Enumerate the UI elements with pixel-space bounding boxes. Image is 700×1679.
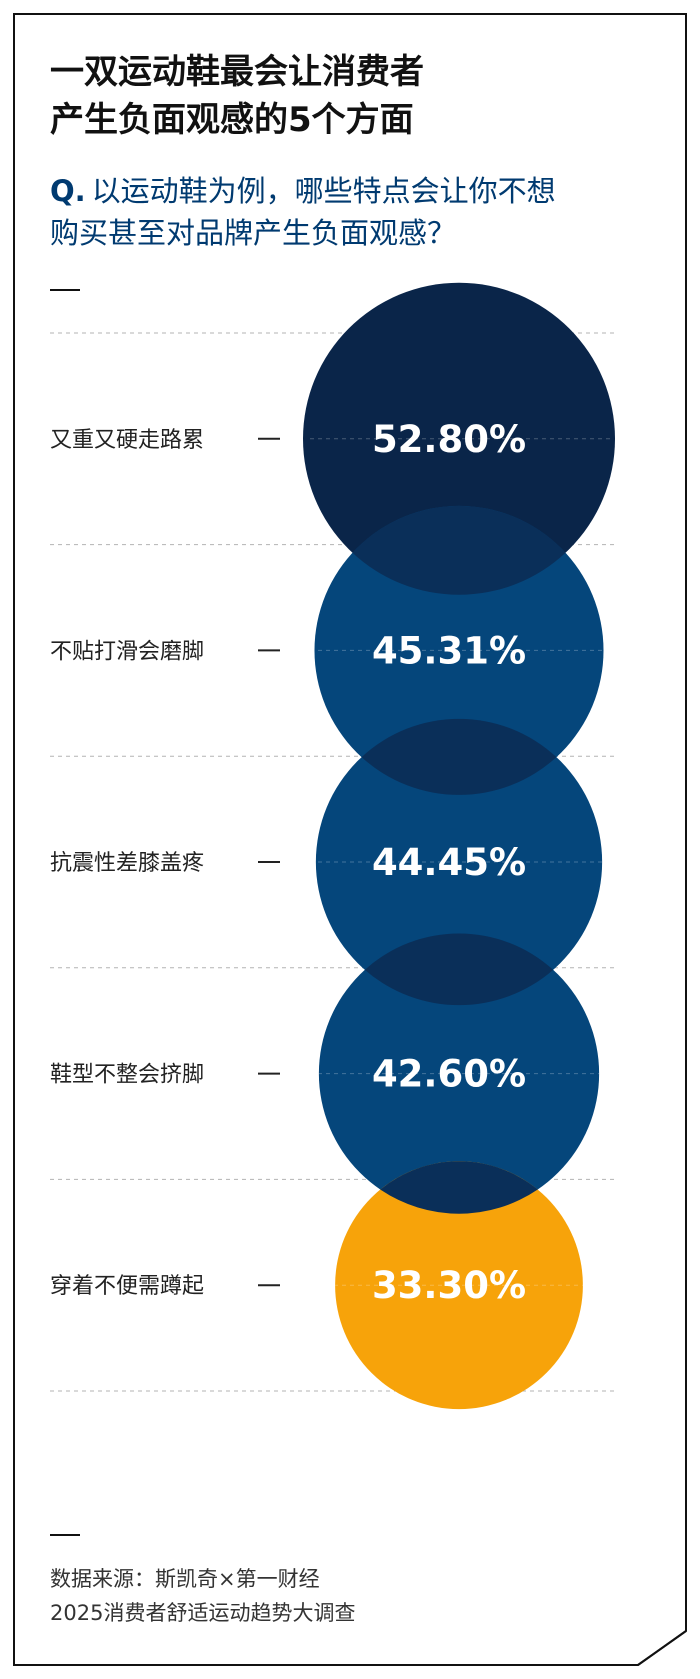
value-label: 33.30% xyxy=(372,1264,526,1307)
source-line-2: 2025消费者舒适运动趋势大调查 xyxy=(50,1601,356,1625)
question-line-2: 购买甚至对品牌产生负面观感？ xyxy=(50,216,457,250)
category-label: 不贴打滑会磨脚 xyxy=(50,639,204,664)
bubble xyxy=(335,1161,583,1410)
value-label: 52.80% xyxy=(372,418,526,461)
value-labels: 52.80% 45.31% 44.45% 42.60% 33.30% xyxy=(372,418,526,1307)
page-title: 一双运动鞋最会让消费者 产生负面观感的5个方面 xyxy=(50,48,650,144)
source-line-1: 数据来源：斯凯奇×第一财经 xyxy=(50,1567,320,1591)
survey-question: Q. 以运动鞋为例，哪些特点会让你不想 购买甚至对品牌产生负面观感？ xyxy=(50,170,670,254)
category-label: 抗震性差膝盖疼 xyxy=(50,851,204,876)
footer-divider xyxy=(50,1534,80,1536)
title-line-2: 产生负面观感的5个方面 xyxy=(50,100,414,140)
bubble-overlap xyxy=(380,1161,538,1214)
bubble-overlap xyxy=(364,933,554,1006)
bubble xyxy=(314,505,604,795)
center-dash-lines xyxy=(310,438,610,1286)
value-label: 45.31% xyxy=(372,629,526,672)
bubble-overlaps xyxy=(352,505,566,1214)
category-label: 又重又硬走路累 xyxy=(50,428,204,453)
question-line-1: 以运动鞋为例，哪些特点会让你不想 xyxy=(91,174,556,208)
value-label: 42.60% xyxy=(372,1053,526,1096)
question-marker: Q. xyxy=(50,174,86,208)
title-line-1: 一双运动鞋最会让消费者 xyxy=(50,52,424,92)
bubble xyxy=(318,933,600,1214)
bubble-overlap xyxy=(361,718,557,795)
bubble-overlap xyxy=(352,505,566,595)
bubbles xyxy=(303,282,615,1410)
bubble xyxy=(303,282,615,595)
header-divider xyxy=(50,289,80,291)
data-source: 数据来源：斯凯奇×第一财经 2025消费者舒适运动趋势大调查 xyxy=(50,1562,355,1630)
bubble xyxy=(315,718,603,1006)
value-label: 44.45% xyxy=(372,841,526,884)
grid-lines xyxy=(50,332,616,1392)
category-label: 穿着不便需蹲起 xyxy=(50,1274,204,1299)
category-label: 鞋型不整会挤脚 xyxy=(50,1063,204,1088)
